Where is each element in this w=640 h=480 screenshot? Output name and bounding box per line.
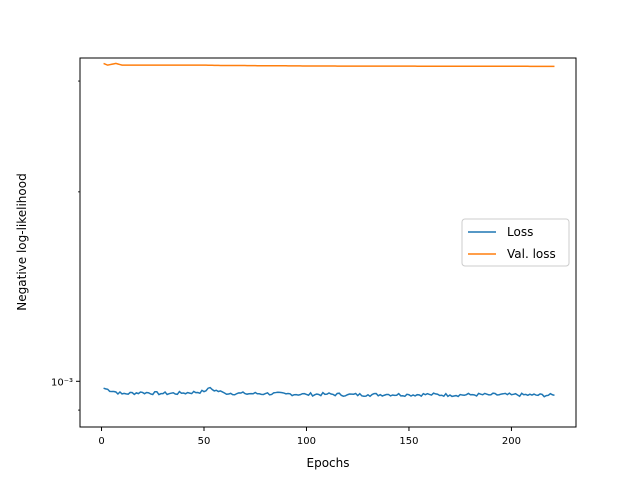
plot-layer: [103, 62, 555, 398]
x-tick-label: 0: [98, 436, 104, 447]
x-tick-label: 200: [502, 436, 521, 447]
legend: Loss Val. loss: [461, 218, 570, 267]
series-line-loss: [103, 386, 555, 398]
y-axis-ticks: 10⁻³: [51, 80, 80, 411]
series-line-val-loss: [103, 62, 555, 68]
y-tick-label: 10⁻³: [51, 377, 73, 388]
legend-label: Loss: [507, 225, 533, 239]
x-tick-label: 150: [399, 436, 418, 447]
x-tick-label: 50: [198, 436, 211, 447]
x-axis-ticks: 0 50 100 150 200: [98, 427, 521, 447]
x-tick-label: 100: [297, 436, 316, 447]
legend-label: Val. loss: [507, 247, 556, 261]
plot-frame: [79, 57, 577, 428]
x-axis-label: Epochs: [307, 456, 350, 470]
y-axis-label: Negative log-likelihood: [15, 173, 29, 310]
